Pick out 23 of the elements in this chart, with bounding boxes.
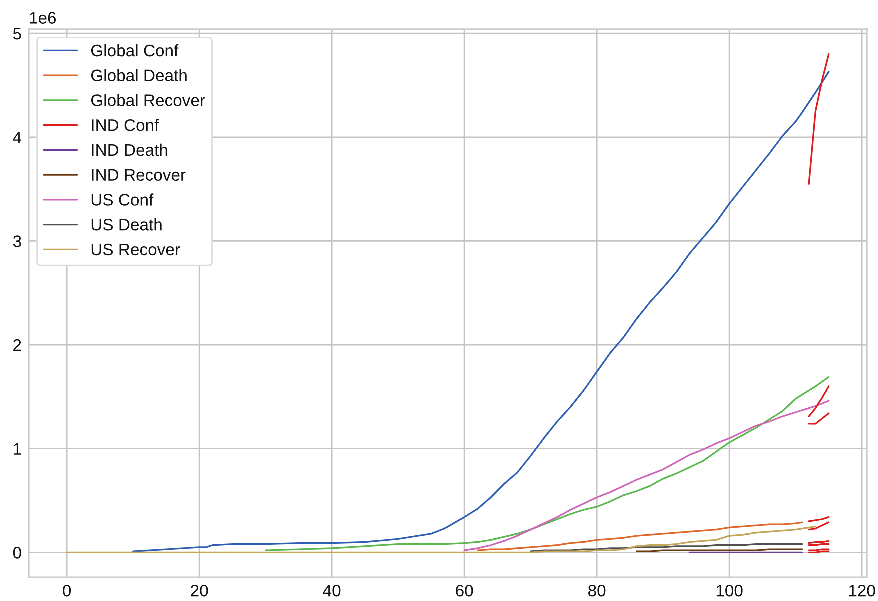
x-tick-label: 60 [456,584,474,597]
y-tick-label: 0 [13,547,22,559]
x-tick-label: 20 [191,584,208,597]
legend-label: IND Recover [92,169,186,182]
y-tick-label: 5 [13,28,22,40]
legend-label: Global Recover [91,94,206,106]
y-tick-label: 3 [13,236,22,248]
x-tick-label: 0 [63,584,72,597]
legend-label: IND Death [92,144,168,156]
legend-label: US Recover [92,244,180,256]
legend-label: IND Conf [92,119,160,132]
y-tick-label: 2 [14,339,22,352]
x-tick-label: 40 [323,584,341,597]
legend-label: US Death [92,218,162,231]
x-tick-label: 120 [849,584,876,597]
x-tick-label: 80 [588,584,606,597]
y-tick-label: 4 [13,132,22,144]
legend-label: US Conf [92,194,154,206]
text: 1e6 [30,12,56,24]
legend-label: Global Death [91,69,187,82]
legend-label: Global Conf [91,44,179,57]
y-tick-label: 1 [14,443,22,455]
x-tick-label: 100 [716,584,743,597]
